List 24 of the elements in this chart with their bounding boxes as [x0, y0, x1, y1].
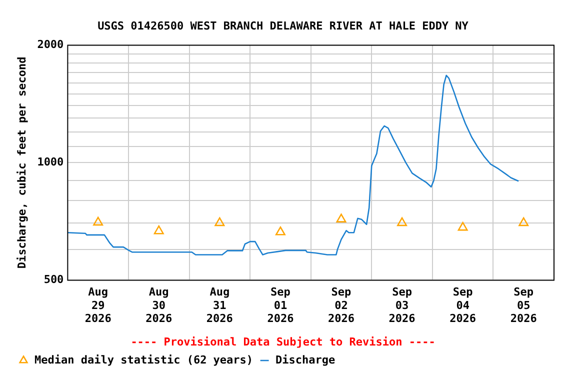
chart-title: USGS 01426500 WEST BRANCH DELAWARE RIVER AT HALE EDDY NY: [98, 19, 469, 32]
x-tick-label: Sep 02 2026: [328, 286, 355, 326]
y-tick-label: 2000: [37, 38, 64, 52]
x-tick-label: Sep 05 2026: [510, 286, 538, 326]
point: [93, 216, 104, 226]
y-tick-label: 500: [44, 273, 64, 286]
point: [518, 217, 529, 226]
point: [214, 217, 225, 226]
x-tick-label: Aug 30 2026: [146, 286, 172, 326]
point: [336, 214, 346, 222]
x-tick-label: Sep 04 2026: [450, 286, 476, 326]
x-tick-label: Sep 01 2026: [267, 286, 294, 326]
y-axis-title: Discharge, cubic feet per second: [15, 56, 28, 269]
x-tick-label: Aug 29 2026: [84, 286, 112, 326]
point: [458, 222, 468, 231]
text: ---- Provisional Data Subject to Revision ----: [130, 335, 436, 348]
legend-label: Discharge: [276, 353, 336, 366]
x-tick-label: Aug 31 2026: [206, 286, 234, 326]
point: [397, 217, 408, 226]
point: [275, 226, 286, 236]
legend-label: Median daily statistic (62 years): [34, 353, 254, 366]
y-tick-label: 1000: [37, 156, 64, 169]
point: [154, 225, 164, 234]
x-tick-label: Sep 03 2026: [388, 286, 416, 326]
